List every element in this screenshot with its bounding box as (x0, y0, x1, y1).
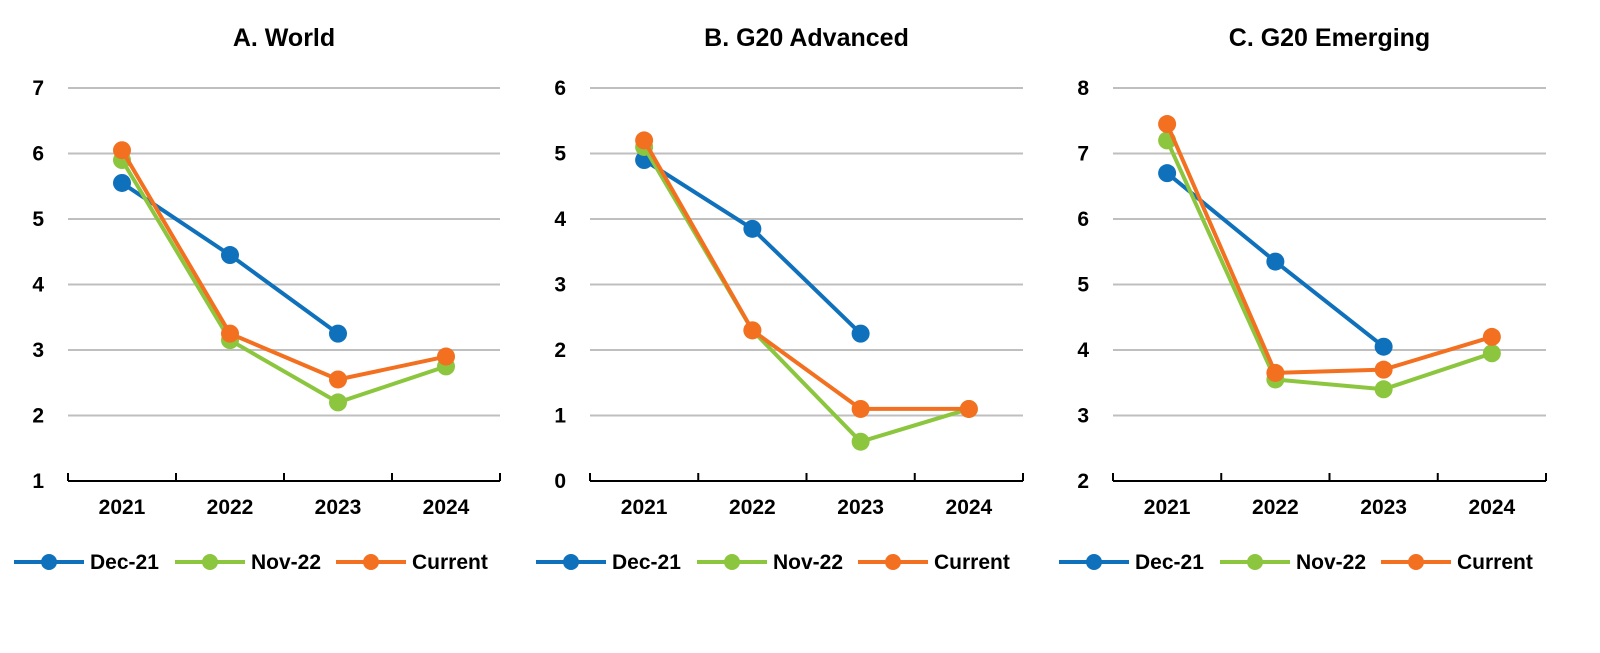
series-line-nov-22 (1165, 139, 1493, 392)
y-tick-label: 4 (32, 274, 44, 297)
data-point-current (1266, 363, 1285, 382)
y-tick-label: 5 (32, 208, 44, 231)
data-point-current (113, 141, 131, 160)
legend-marker-dec-21 (1086, 554, 1102, 570)
data-point-current (959, 399, 978, 418)
y-tick-label: 3 (1077, 405, 1089, 428)
series-line-nov-22 (120, 158, 447, 405)
y-tick-label: 4 (554, 208, 566, 231)
x-tick-label: 2023 (1360, 496, 1407, 519)
chart-panel-1: A. World 1 2 3 4 5 6 7 2021 2022 2023 2024 Dec-21 Nov… (14, 24, 501, 574)
legend-label: Dec-21 (90, 551, 159, 574)
data-point-dec-21 (851, 324, 870, 343)
data-point-nov-22 (329, 393, 347, 412)
data-point-current (329, 370, 347, 389)
data-point-current (743, 321, 762, 340)
x-tick-label: 2024 (946, 496, 993, 519)
y-tick-label: 5 (1077, 274, 1089, 297)
y-tick-label: 3 (554, 274, 566, 297)
legend-marker-current (1408, 554, 1424, 570)
legend-label: Current (1457, 551, 1533, 574)
y-tick-label: 3 (32, 339, 44, 362)
legend-label: Dec-21 (612, 551, 681, 574)
legend-label: Current (412, 551, 488, 574)
chart-panel-2: B. G20 Advanced 0 1 2 3 4 5 6 2021 2022 2023 2024 De… (536, 24, 1024, 574)
legend-label: Current (934, 551, 1010, 574)
legend-label: Nov-22 (251, 551, 321, 574)
data-point-current (221, 324, 239, 343)
y-tick-label: 1 (32, 470, 44, 493)
legend-marker-dec-21 (41, 554, 57, 570)
x-tick-label: 2022 (729, 496, 776, 519)
y-tick-label: 2 (1077, 470, 1089, 493)
data-point-current (851, 399, 870, 418)
series-line-dec-21 (643, 158, 862, 336)
y-tick-label: 8 (1077, 77, 1089, 100)
y-tick-label: 0 (554, 470, 566, 493)
x-tick-label: 2021 (1144, 496, 1191, 519)
y-tick-label: 4 (1077, 339, 1089, 362)
chart-panel-3: C. G20 Emerging 2 3 4 5 6 7 8 2021 2022 2023 2024 De… (1059, 24, 1547, 574)
legend-label: Dec-21 (1135, 551, 1204, 574)
legend-marker-dec-21 (563, 554, 579, 570)
data-point-dec-21 (1266, 252, 1285, 271)
y-tick-label: 5 (554, 143, 566, 166)
data-point-current (1482, 327, 1501, 346)
x-tick-label: 2021 (99, 496, 146, 519)
y-tick-label: 7 (32, 77, 44, 100)
legend-marker-nov-22 (724, 554, 740, 570)
y-tick-label: 1 (554, 405, 566, 428)
data-point-dec-21 (1158, 164, 1177, 183)
data-point-current (1374, 360, 1393, 379)
y-tick-label: 2 (32, 405, 44, 428)
x-tick-label: 2021 (621, 496, 668, 519)
x-tick-label: 2024 (423, 496, 470, 519)
data-point-dec-21 (113, 173, 131, 192)
x-tick-label: 2022 (1252, 496, 1299, 519)
data-point-nov-22 (1482, 344, 1501, 363)
data-point-current (1158, 115, 1177, 134)
data-point-nov-22 (1374, 380, 1393, 399)
data-point-current (437, 347, 455, 366)
data-point-current (635, 131, 654, 150)
y-tick-label: 6 (32, 143, 44, 166)
data-point-dec-21 (743, 219, 762, 238)
data-point-dec-21 (329, 324, 347, 343)
legend-marker-current (885, 554, 901, 570)
data-point-dec-21 (221, 246, 239, 265)
legend-marker-current (363, 554, 379, 570)
chart-title: B. G20 Advanced (704, 24, 909, 52)
legend-marker-nov-22 (1247, 554, 1263, 570)
legend-label: Nov-22 (773, 551, 843, 574)
series-line-current (120, 149, 447, 382)
y-tick-label: 6 (1077, 208, 1089, 231)
legend-label: Nov-22 (1296, 551, 1366, 574)
x-tick-label: 2022 (207, 496, 254, 519)
data-point-dec-21 (1374, 337, 1393, 356)
chart-title: C. G20 Emerging (1229, 24, 1430, 52)
series-line-current (1165, 123, 1493, 375)
legend-marker-nov-22 (202, 554, 218, 570)
y-tick-label: 7 (1077, 143, 1089, 166)
y-tick-label: 2 (554, 339, 566, 362)
x-tick-label: 2023 (837, 496, 884, 519)
y-tick-label: 6 (554, 77, 566, 100)
x-tick-label: 2023 (315, 496, 362, 519)
chart-title: A. World (233, 24, 335, 52)
series-line-current (642, 139, 969, 411)
data-point-nov-22 (851, 432, 870, 451)
x-tick-label: 2024 (1469, 496, 1516, 519)
